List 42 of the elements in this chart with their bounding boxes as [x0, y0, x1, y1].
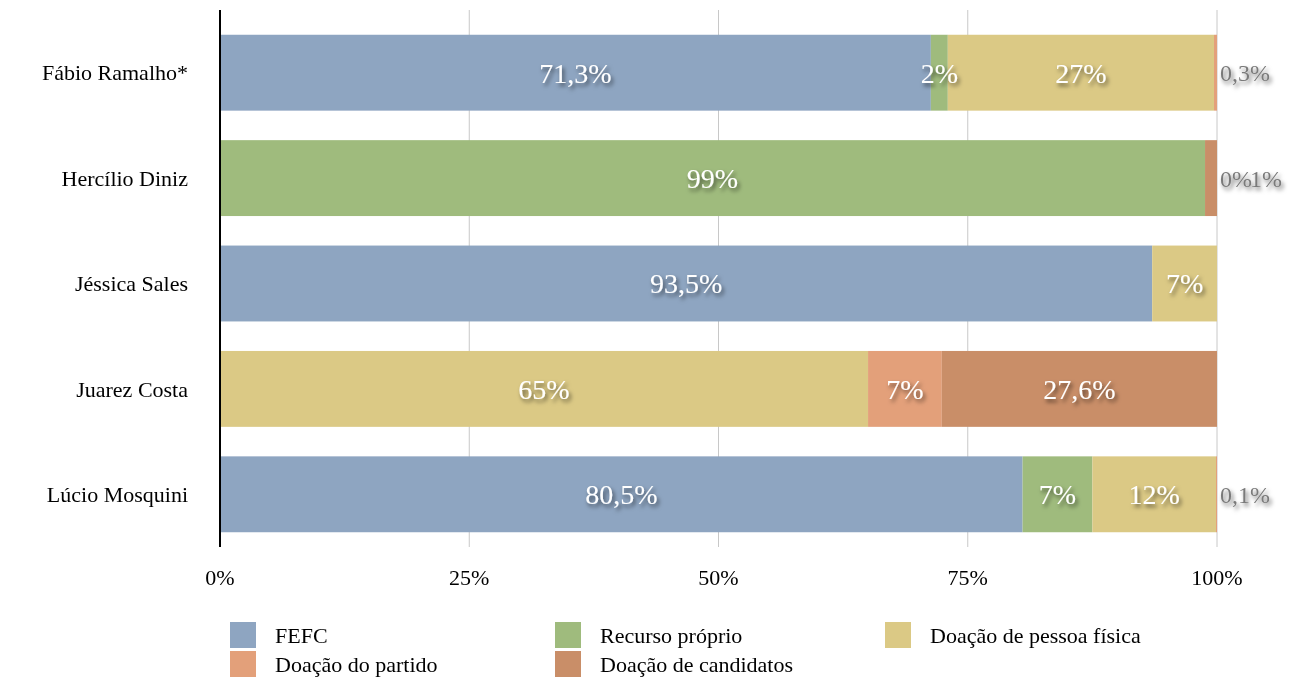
y-tick-label: Juarez Costa [76, 376, 189, 402]
y-tick-label: Hercílio Diniz [61, 165, 189, 191]
data-label: 65% [518, 373, 570, 405]
bar [941, 350, 1217, 427]
x-tick-label: 50% [698, 565, 739, 590]
data-label: 12% [1128, 479, 1180, 511]
legend-label: Doação do partido [275, 651, 438, 677]
data-label: 99% [686, 162, 739, 194]
bar [220, 245, 1153, 322]
y-tick-label: Lúcio Mosquini [46, 482, 188, 507]
data-label: 0% [1220, 165, 1252, 192]
bar [1022, 456, 1093, 533]
data-label: 27,6% [1043, 373, 1116, 405]
bar [220, 456, 1023, 533]
data-label: 7% [886, 373, 924, 405]
x-tick-label: 100% [1191, 565, 1243, 590]
data-label: 7% [1165, 268, 1204, 300]
y-tick-label: Jéssica Sales [74, 271, 188, 297]
x-tick-label: 75% [947, 565, 988, 590]
data-label: 2% [920, 57, 958, 89]
data-label: 80,5% [585, 479, 658, 511]
legend-label: FEFC [275, 622, 328, 648]
bar [1092, 456, 1217, 533]
bar [1152, 245, 1217, 322]
bar [1205, 140, 1217, 217]
data-label: 27% [1055, 57, 1107, 89]
data-label: 7% [1038, 479, 1077, 511]
bar [868, 350, 942, 427]
bar [220, 140, 1206, 217]
bar [1214, 34, 1217, 111]
bar [220, 350, 869, 427]
data-label: 0,1% [1220, 481, 1270, 508]
legend-label: Doação de pessoa física [930, 622, 1141, 648]
data-label: 0,3% [1220, 60, 1270, 87]
x-tick-label: 0% [205, 565, 235, 590]
legend-label: Doação de candidatos [600, 651, 794, 677]
y-tick-label: Fábio Ramalho* [41, 60, 188, 86]
legend-label: Recurso próprio [600, 622, 743, 648]
data-label: 93,5% [649, 268, 723, 300]
data-label: 71,3% [539, 57, 612, 89]
data-label: 1% [1250, 165, 1282, 192]
x-tick-label: 25% [449, 565, 490, 590]
